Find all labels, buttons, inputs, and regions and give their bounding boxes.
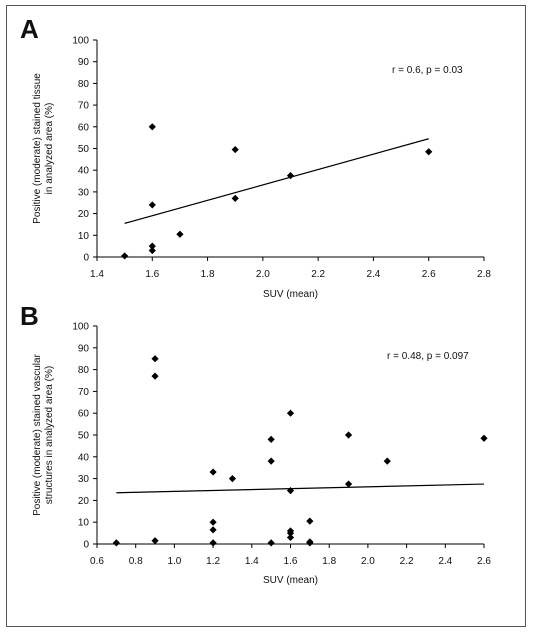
data-point-b: [151, 355, 159, 363]
x-tick-label-a: 1.6: [145, 269, 159, 280]
x-tick-label-b: 1.6: [284, 556, 298, 567]
figure-frame: [6, 5, 526, 627]
y-tick-label-a: 0: [83, 253, 89, 264]
x-tick-label-a: 2.8: [477, 269, 491, 280]
data-point-a: [286, 172, 295, 180]
x-tick-label-b: 2.2: [400, 556, 414, 567]
x-tick-label-b: 2.4: [438, 556, 452, 567]
trendline-a: [124, 138, 429, 224]
y-axis-title-a: Positive (moderate) stained tissuein ana…: [32, 73, 55, 224]
x-tick-label-b: 2.0: [361, 556, 375, 567]
x-tick-label-b: 0.6: [90, 556, 104, 567]
data-point-b: [286, 533, 295, 542]
y-axis-title-line: in analyzed area (%): [44, 103, 55, 195]
y-tick-label-b: 90: [78, 343, 90, 354]
y-tick-label-b: 30: [78, 474, 90, 485]
y-tick-label-a: 10: [78, 231, 90, 242]
data-point-b: [209, 526, 217, 534]
data-point-b: [306, 517, 314, 525]
x-axis-title-b: SUV (mean): [263, 575, 318, 586]
x-tick-label-a: 2.4: [366, 269, 380, 280]
x-tick-label-b: 2.6: [477, 556, 491, 567]
y-tick-label-a: 70: [78, 101, 90, 112]
data-point-b: [344, 431, 353, 439]
data-point-b: [267, 435, 275, 443]
y-tick-label-b: 10: [78, 518, 90, 529]
y-tick-label-b: 100: [72, 322, 89, 333]
y-tick-label-a: 90: [78, 57, 90, 68]
data-point-b: [286, 529, 295, 537]
y-tick-label-b: 50: [78, 431, 90, 442]
x-tick-label-b: 1.2: [206, 556, 220, 567]
y-tick-label-a: 50: [78, 144, 90, 155]
data-point-b: [209, 518, 217, 526]
data-point-a: [176, 230, 184, 238]
y-tick-label-a: 30: [78, 187, 90, 198]
y-tick-label-a: 20: [78, 209, 90, 220]
data-point-b: [151, 537, 159, 545]
data-point-b: [344, 480, 353, 488]
x-tick-label-a: 1.8: [201, 269, 215, 280]
panel-label-b: B: [20, 301, 39, 331]
y-axis-title-line: structures in analyzed area (%): [44, 366, 55, 504]
x-tick-label-b: 1.4: [245, 556, 259, 567]
data-point-b: [209, 468, 217, 476]
y-axis-title-line: Positive (moderate) stained tissue: [32, 73, 43, 224]
x-tick-label-b: 0.8: [129, 556, 143, 567]
data-point-b: [286, 486, 295, 495]
x-tick-label-a: 2.2: [311, 269, 325, 280]
data-point-b: [286, 409, 295, 417]
data-point-b: [112, 539, 120, 547]
correlation-annotation-a: r = 0.6, p = 0.03: [392, 65, 463, 76]
correlation-annotation-b: r = 0.48, p = 0.097: [387, 351, 469, 362]
x-tick-label-a: 2.6: [422, 269, 436, 280]
data-point-a: [148, 246, 156, 255]
y-tick-label-b: 80: [78, 365, 90, 376]
y-tick-label-b: 40: [78, 452, 90, 463]
data-point-a: [121, 252, 129, 260]
data-point-a: [231, 194, 239, 203]
data-point-a: [425, 148, 433, 156]
data-point-b: [383, 457, 391, 465]
y-axis-title-line: Positive (moderate) stained vascular: [32, 353, 43, 515]
y-tick-label-a: 60: [78, 122, 90, 133]
data-point-b: [228, 475, 237, 483]
data-point-b: [267, 457, 275, 465]
data-point-b: [267, 539, 275, 547]
data-point-a: [231, 145, 239, 154]
y-axis-title-b: Positive (moderate) stained vascularstru…: [32, 353, 55, 515]
y-tick-label-a: 100: [72, 36, 89, 47]
x-tick-label-b: 1.0: [167, 556, 181, 567]
data-point-b: [306, 539, 314, 547]
data-point-b: [480, 434, 488, 442]
x-axis-title-a: SUV (mean): [263, 289, 318, 300]
trendline-b: [116, 483, 485, 494]
y-tick-label-a: 80: [78, 79, 90, 90]
panel-label-a: A: [20, 14, 39, 44]
x-tick-label-b: 1.8: [322, 556, 336, 567]
data-point-a: [148, 242, 156, 250]
data-point-b: [151, 372, 159, 380]
y-tick-label-a: 40: [78, 166, 90, 177]
x-tick-label-a: 1.4: [90, 269, 104, 280]
x-tick-label-a: 2.0: [256, 269, 270, 280]
y-tick-label-b: 20: [78, 496, 90, 507]
y-tick-label-b: 70: [78, 387, 90, 398]
data-point-a: [148, 123, 156, 131]
data-point-b: [209, 539, 217, 547]
y-tick-label-b: 0: [83, 540, 89, 551]
y-tick-label-b: 60: [78, 409, 90, 420]
data-point-a: [148, 201, 156, 209]
